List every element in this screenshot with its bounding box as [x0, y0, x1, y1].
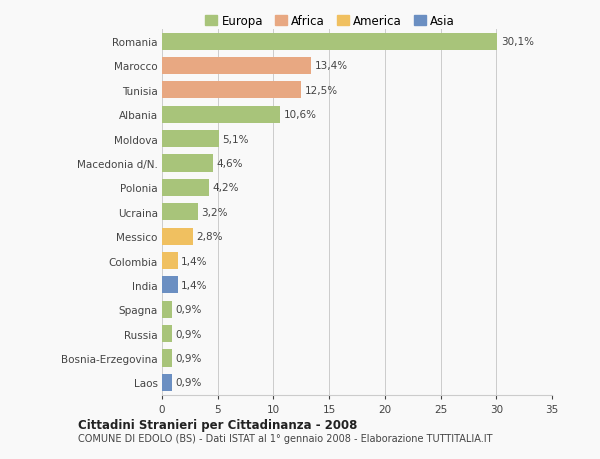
Bar [162, 350, 172, 367]
Bar [162, 228, 193, 245]
Bar [162, 325, 172, 342]
Bar [162, 82, 301, 99]
Text: 0,9%: 0,9% [175, 378, 202, 387]
Text: COMUNE DI EDOLO (BS) - Dati ISTAT al 1° gennaio 2008 - Elaborazione TUTTITALIA.I: COMUNE DI EDOLO (BS) - Dati ISTAT al 1° … [78, 433, 493, 442]
Text: 5,1%: 5,1% [222, 134, 248, 144]
Text: 1,4%: 1,4% [181, 256, 208, 266]
Text: 0,9%: 0,9% [175, 305, 202, 314]
Text: 30,1%: 30,1% [501, 37, 534, 47]
Bar [162, 374, 172, 391]
Text: 1,4%: 1,4% [181, 280, 208, 290]
Text: Cittadini Stranieri per Cittadinanza - 2008: Cittadini Stranieri per Cittadinanza - 2… [78, 418, 358, 431]
Text: 3,2%: 3,2% [201, 207, 227, 217]
Legend: Europa, Africa, America, Asia: Europa, Africa, America, Asia [203, 13, 458, 30]
Text: 2,8%: 2,8% [197, 232, 223, 241]
Bar [162, 106, 280, 123]
Bar [162, 34, 497, 50]
Bar [162, 252, 178, 269]
Bar [162, 58, 311, 75]
Bar [162, 277, 178, 294]
Bar [162, 204, 197, 221]
Text: 0,9%: 0,9% [175, 329, 202, 339]
Bar [162, 301, 172, 318]
Text: 0,9%: 0,9% [175, 353, 202, 363]
Text: 10,6%: 10,6% [283, 110, 316, 120]
Text: 4,6%: 4,6% [217, 159, 243, 168]
Bar [162, 179, 209, 196]
Text: 4,2%: 4,2% [212, 183, 239, 193]
Bar [162, 155, 213, 172]
Bar [162, 131, 219, 148]
Text: 12,5%: 12,5% [305, 86, 338, 95]
Text: 13,4%: 13,4% [314, 62, 348, 71]
